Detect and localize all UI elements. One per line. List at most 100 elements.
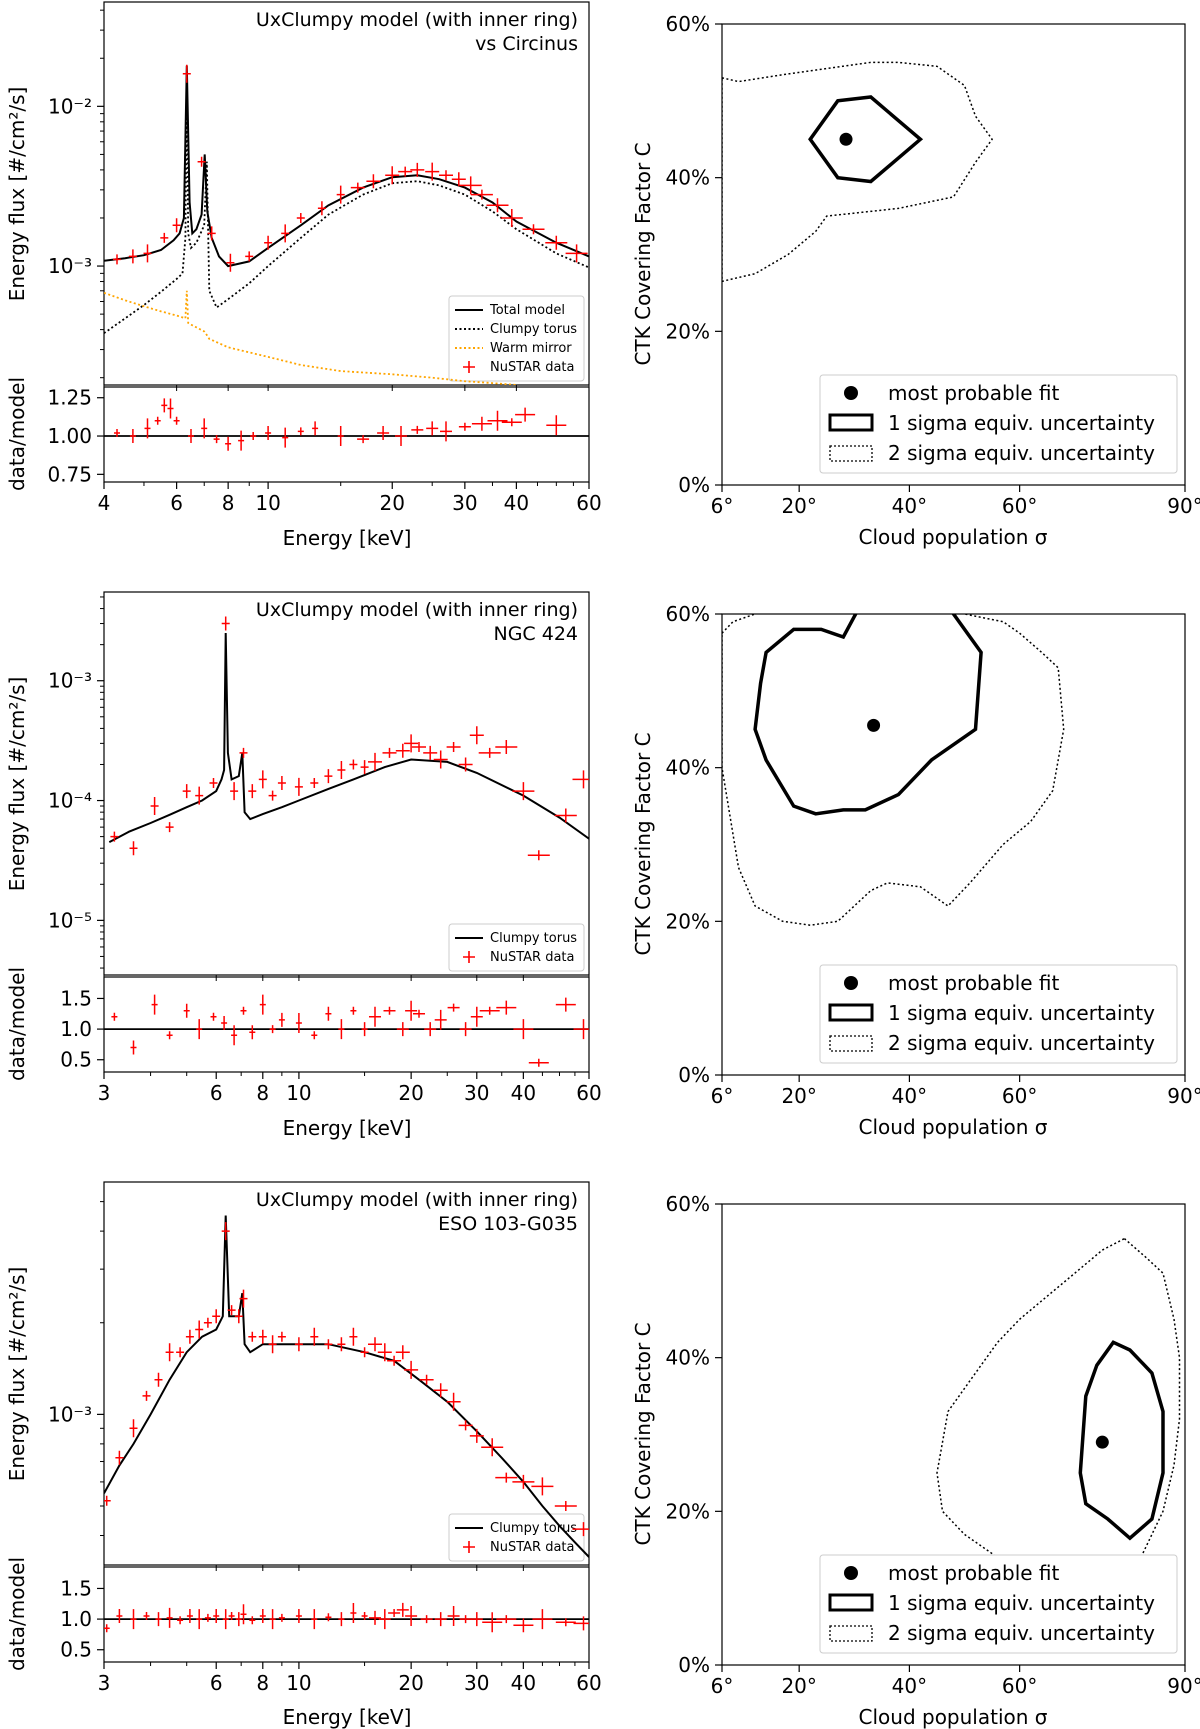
series-line-clumpy-torus: [104, 80, 589, 334]
data-point: [531, 1477, 554, 1496]
ratio-data-point: [111, 1012, 118, 1021]
data-point: [545, 235, 568, 250]
data-point: [277, 776, 286, 790]
data-point: [350, 182, 365, 193]
data-point: [226, 253, 235, 272]
y-tick-label: 10⁻²: [48, 94, 92, 118]
data-point: [382, 747, 397, 758]
ratio-data-point: [259, 994, 266, 1015]
ratio-data-point: [357, 435, 370, 444]
data-point: [446, 1392, 461, 1411]
data-point: [478, 747, 501, 758]
ratio-data-point: [377, 426, 390, 440]
contour-2-sigma: [722, 614, 1065, 926]
data-point: [207, 226, 216, 241]
legend: most probable fit 1 sigma equiv. uncerta…: [819, 964, 1178, 1064]
legend-label-1sigma: 1 sigma equiv. uncertainty: [888, 411, 1155, 435]
data-point: [360, 760, 369, 775]
data-point: [113, 254, 121, 265]
ratio-data-point: [405, 1000, 418, 1021]
ratio-y-tick-label: 1.5: [60, 1576, 92, 1600]
legend-label-torus: Clumpy torus: [490, 931, 577, 946]
ratio-data-point: [143, 1612, 150, 1620]
data-point: [433, 1383, 448, 1398]
ratio-data-point: [173, 416, 180, 425]
data-point: [377, 1343, 392, 1362]
x-tick-label: 40: [511, 1671, 536, 1695]
data-point: [239, 1289, 248, 1308]
x-tick-label: 60°: [1002, 1084, 1037, 1108]
contour-panel-ngc424: Cloud population σ CTK Covering Factor C…: [631, 602, 1200, 1139]
ratio-data-point: [240, 1006, 247, 1015]
ratio-data-point: [204, 1613, 211, 1622]
y-tick-label: 10⁻⁴: [48, 789, 92, 813]
ratio-data-point: [249, 1616, 256, 1625]
legend-label-data: NuSTAR data: [490, 1540, 575, 1555]
data-point: [264, 235, 273, 250]
x-tick-label: 3: [98, 1081, 111, 1105]
series-line-total-model: [104, 65, 589, 268]
ratio-data-point: [278, 1613, 285, 1622]
ratio-data-point: [259, 1609, 266, 1623]
legend-box: [448, 923, 585, 972]
ratio-data-point: [311, 1609, 318, 1630]
x-tick-label: 40°: [892, 1674, 927, 1698]
spectrum-panel-circinus: UxClumpy model (with inner ring) vs Circ…: [5, 1, 602, 550]
legend-swatch-best-fit: [844, 976, 858, 990]
legend-swatch-1sigma: [828, 1593, 874, 1612]
data-point: [387, 1355, 402, 1366]
legend-label-1sigma: 1 sigma equiv. uncertainty: [888, 1591, 1155, 1615]
main-plot-frame: [103, 1181, 590, 1566]
data-point: [234, 1309, 243, 1324]
data-point: [197, 156, 206, 167]
data-point: [160, 232, 169, 243]
legend-box: [448, 1513, 585, 1562]
legend: Total model Clumpy torus Warm mirror NuS…: [448, 295, 585, 382]
ratio-data-point: [295, 1609, 302, 1623]
ratio-data-point: [447, 1003, 460, 1012]
ratio-data-point: [116, 1609, 123, 1623]
y-tick-label: 60%: [666, 602, 710, 626]
data-point: [221, 616, 230, 631]
data-point: [245, 251, 254, 262]
ratio-data-point: [479, 1006, 500, 1015]
spectrum-panel-eso103: UxClumpy model (with inner ring) ESO 103…: [5, 1181, 602, 1729]
data-point: [337, 761, 346, 779]
data-point: [522, 224, 545, 235]
x-tick-label: 30: [452, 491, 477, 515]
data-point: [195, 786, 204, 805]
ratio-area: [104, 398, 589, 451]
plot-area: [104, 1215, 589, 1558]
data-point: [469, 726, 484, 745]
panel-subtitle: ESO 103-G035: [438, 1213, 578, 1235]
ratio-data-point: [459, 1615, 472, 1624]
contour-area: [936, 1237, 1181, 1605]
ratio-data-point: [447, 1606, 460, 1626]
ratio-y-axis-label: data/model: [5, 377, 29, 491]
ratio-data-point: [231, 1025, 238, 1046]
y-tick-label: 20%: [666, 319, 710, 343]
ratio-data-point: [426, 421, 439, 436]
x-tick-label: 30: [464, 1081, 489, 1105]
ratio-data-point: [458, 422, 471, 431]
contour-2-sigma: [722, 61, 994, 283]
series-line-clumpy-torus: [108, 632, 589, 843]
x-tick-label: 40: [504, 491, 529, 515]
contour-panel-circinus: Cloud population σ CTK Covering Factor C…: [631, 12, 1200, 549]
series-line-warm-mirror: [104, 290, 517, 385]
data-point: [258, 770, 267, 789]
ratio-y-tick-label: 0.5: [60, 1048, 92, 1072]
legend-swatch-best-fit: [844, 386, 858, 400]
y-tick-label: 20%: [666, 909, 710, 933]
ratio-data-point: [337, 426, 344, 446]
ratio-data-point: [130, 1040, 137, 1055]
series-line-clumpy-torus: [104, 1215, 589, 1558]
ratio-data-point: [420, 1615, 433, 1624]
x-tick-label: 8: [256, 1081, 269, 1105]
plot-area: [108, 616, 589, 861]
ratio-y-tick-label: 0.75: [47, 462, 92, 486]
legend-label-mirror: Warm mirror: [490, 341, 572, 356]
data-point: [296, 213, 305, 223]
legend-label-data: NuSTAR data: [490, 950, 575, 965]
ratio-data-point: [361, 1022, 368, 1037]
